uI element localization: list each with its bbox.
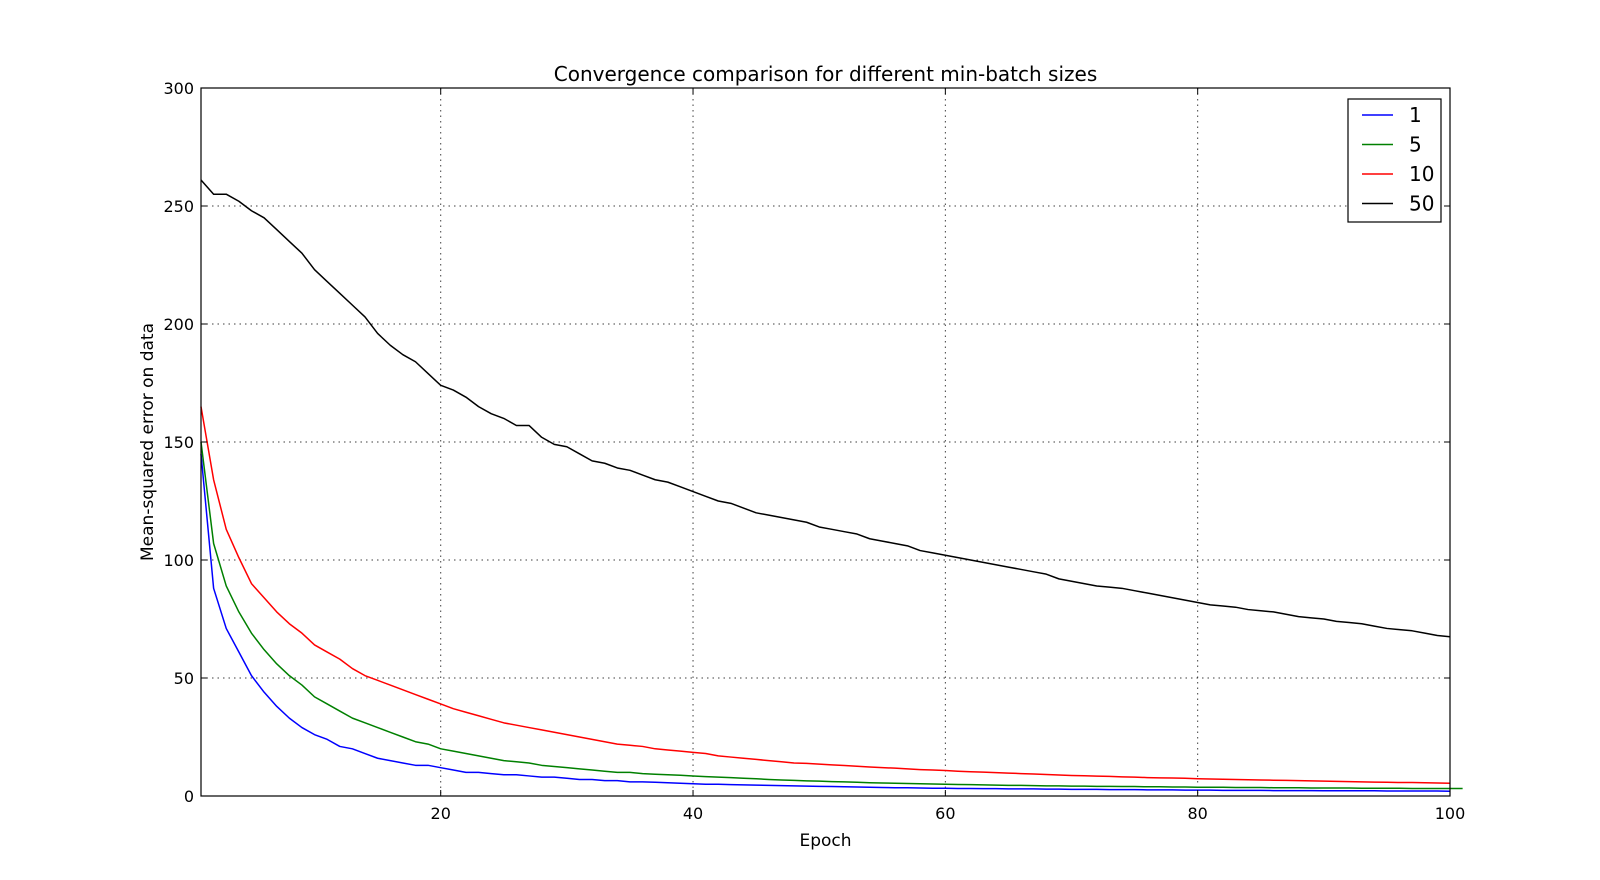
- y-tick-label: 150: [163, 433, 194, 452]
- grid-lines: [201, 88, 1450, 796]
- y-tick-label: 50: [174, 669, 194, 688]
- legend-label: 50: [1409, 192, 1434, 216]
- x-axis-label: Epoch: [799, 831, 851, 851]
- chart-title: Convergence comparison for different min…: [554, 62, 1097, 86]
- x-tick-label: 60: [935, 804, 955, 823]
- x-axis-ticks: 20 40 60 80 100: [431, 88, 1466, 823]
- y-axis-label: Mean-squared error on data: [138, 323, 158, 561]
- x-tick-label: 20: [431, 804, 451, 823]
- y-tick-label: 300: [163, 79, 194, 98]
- legend-label: 10: [1409, 162, 1434, 186]
- series-lines: [200, 179, 1463, 793]
- x-tick-label: 80: [1187, 804, 1207, 823]
- x-tick-label: 100: [1435, 804, 1466, 823]
- y-tick-label: 0: [184, 787, 194, 806]
- y-tick-label: 200: [163, 315, 194, 334]
- legend: 1 5 10 50: [1347, 98, 1442, 223]
- legend-label: 1: [1409, 103, 1422, 127]
- series-line-1: [200, 453, 1451, 793]
- y-tick-label: 100: [163, 551, 194, 570]
- y-tick-label: 250: [163, 197, 194, 216]
- series-line-50: [200, 179, 1451, 638]
- series-line-5: [200, 441, 1463, 790]
- legend-box: [1347, 98, 1442, 223]
- series-line-10: [200, 406, 1451, 785]
- x-tick-label: 40: [683, 804, 703, 823]
- legend-label: 5: [1409, 133, 1422, 157]
